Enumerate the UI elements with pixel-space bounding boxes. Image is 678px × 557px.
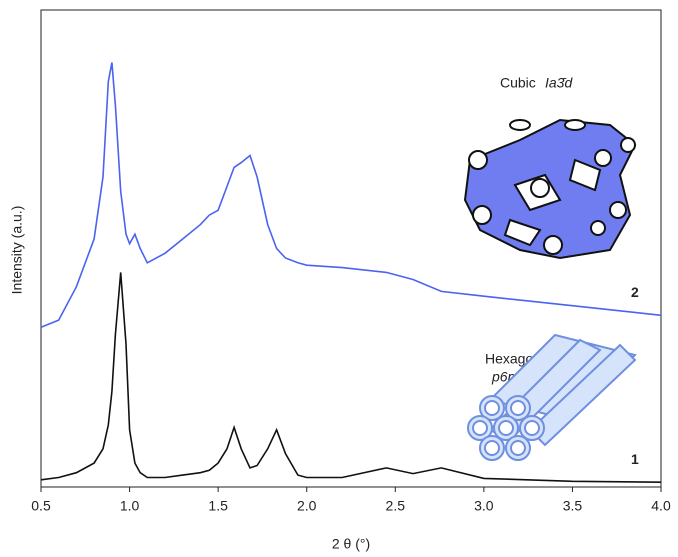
series-label: 2	[631, 284, 639, 300]
data-line	[40, 62, 662, 328]
x-tick-label: 0.5	[31, 498, 51, 514]
plot-frame	[40, 9, 662, 488]
y-axis-label: Intensity (a.u.)	[9, 206, 25, 295]
x-tick-label: 4.0	[651, 498, 671, 514]
hexagonal-illustration	[467, 333, 637, 461]
series-label: 1	[631, 451, 639, 467]
x-tick-label: 2.0	[297, 498, 317, 514]
data-line	[40, 272, 662, 483]
x-tick-label: 3.0	[474, 498, 494, 514]
x-tick-label: 1.5	[208, 498, 228, 514]
cubic-illustration	[463, 118, 637, 260]
x-tick-label: 3.5	[563, 498, 583, 514]
annotation: Ia3̄d	[545, 75, 573, 91]
x-tick-label: 1.0	[120, 498, 140, 514]
annotation: Cubic	[500, 75, 536, 91]
x-tick-label: 2.5	[386, 498, 406, 514]
x-axis-label: 2 θ (°)	[332, 536, 370, 552]
